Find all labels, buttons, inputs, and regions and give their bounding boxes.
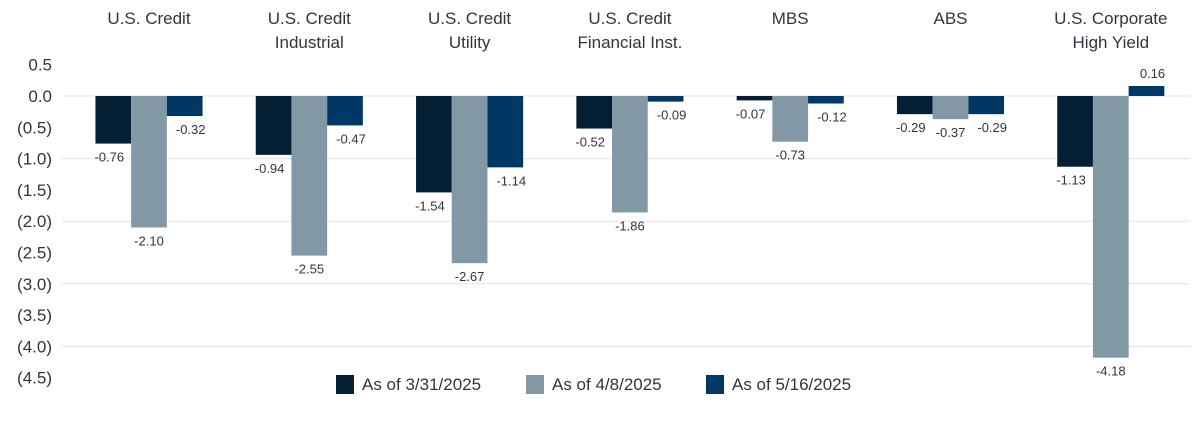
bar [166, 96, 203, 117]
bar [576, 96, 613, 129]
legend-label: As of 3/31/2025 [362, 375, 481, 394]
bar [416, 96, 452, 193]
category-label: Utility [449, 33, 491, 52]
bar [968, 96, 1005, 115]
data-label: -0.12 [817, 110, 847, 125]
data-label: -0.32 [176, 122, 206, 137]
legend-swatch [336, 375, 354, 394]
data-label: -0.07 [736, 106, 766, 121]
data-label: -0.94 [255, 161, 285, 176]
data-label: -1.54 [415, 198, 445, 213]
category-label: U.S. Corporate [1054, 9, 1167, 28]
data-label: -2.10 [134, 233, 164, 248]
bar [327, 96, 363, 126]
data-label: -0.37 [936, 125, 966, 140]
y-tick-label: (1.5) [17, 181, 52, 200]
legend-swatch [526, 375, 544, 394]
data-label: -0.29 [977, 120, 1007, 135]
bar [1057, 96, 1093, 167]
data-label: -0.73 [775, 148, 805, 163]
bar [896, 96, 933, 115]
legend-label: As of 4/8/2025 [552, 375, 662, 394]
bar [932, 96, 969, 120]
data-label: -2.55 [294, 262, 324, 277]
category-label: ABS [933, 9, 967, 28]
category-label: U.S. Credit [268, 9, 351, 28]
data-label: -1.14 [496, 173, 526, 188]
category-label: U.S. Credit [107, 9, 190, 28]
data-label: -0.47 [336, 131, 366, 146]
y-tick-label: 0.5 [28, 56, 52, 75]
y-tick-label: (0.5) [17, 118, 52, 137]
bar [451, 96, 488, 264]
data-label: -4.18 [1096, 364, 1126, 379]
y-tick-label: (3.0) [17, 275, 52, 294]
legend-swatch [706, 375, 724, 394]
bar [1128, 85, 1165, 96]
y-tick-label: (2.5) [17, 244, 52, 263]
bar [772, 96, 809, 142]
bar [1092, 96, 1129, 358]
data-label: -1.13 [1056, 173, 1086, 188]
data-label: -0.52 [575, 135, 605, 150]
y-tick-label: (3.5) [17, 306, 52, 325]
category-label: Industrial [275, 33, 344, 52]
bar [736, 96, 773, 101]
y-tick-label: (4.0) [17, 337, 52, 356]
y-tick-label: (4.5) [17, 369, 52, 388]
legend-label: As of 5/16/2025 [732, 375, 851, 394]
bar [255, 96, 292, 155]
data-label: -0.76 [94, 150, 124, 165]
data-label: -2.67 [455, 269, 485, 284]
category-label: U.S. Credit [428, 9, 511, 28]
bar [808, 96, 844, 104]
category-label: Financial Inst. [577, 33, 682, 52]
bar [647, 96, 684, 102]
bar [487, 96, 524, 168]
y-tick-label: (2.0) [17, 212, 52, 231]
bar [612, 96, 648, 213]
bar [131, 96, 167, 228]
data-label: -1.86 [615, 218, 645, 233]
data-label: -0.29 [896, 120, 926, 135]
y-tick-label: (1.0) [17, 150, 52, 169]
category-label: High Yield [1073, 33, 1150, 52]
data-label: 0.16 [1140, 66, 1165, 81]
bar [291, 96, 328, 256]
category-label: U.S. Credit [588, 9, 671, 28]
y-tick-label: 0.0 [28, 87, 52, 106]
data-label: -0.09 [657, 108, 687, 123]
bar [95, 96, 132, 144]
category-label: MBS [772, 9, 809, 28]
